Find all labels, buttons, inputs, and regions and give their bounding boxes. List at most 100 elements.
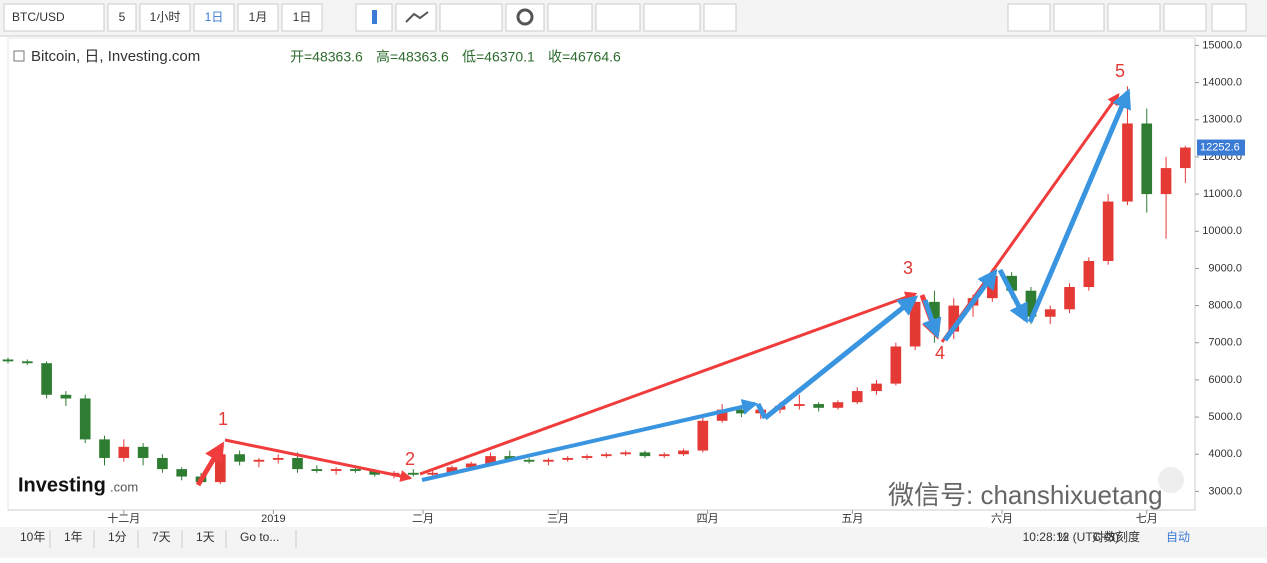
legend-name: Bitcoin, 日, Investing.com <box>31 48 200 65</box>
footer-option[interactable]: 自动 <box>1166 530 1190 544</box>
annotation-number: 1 <box>218 409 228 429</box>
x-tick-label: 2019 <box>261 513 285 525</box>
collapse-icon[interactable] <box>13 50 25 62</box>
timeframe-label: 1月 <box>249 10 268 24</box>
settings-btn[interactable] <box>505 3 545 32</box>
x-tick-label: 七月 <box>1136 512 1158 525</box>
candle-body <box>41 363 52 395</box>
annotation-number: 3 <box>903 258 913 278</box>
legend-ohlc: 收=46764.6 <box>548 49 621 65</box>
watermark: 微信号: chanshixuetang <box>888 480 1163 510</box>
candle-body <box>60 394 72 399</box>
candle-body <box>871 383 882 392</box>
candle-body <box>697 420 709 451</box>
arrow <box>763 295 919 420</box>
camera-btn[interactable] <box>1007 3 1051 32</box>
candle-body <box>214 454 226 483</box>
range-btn[interactable]: 1年 <box>64 530 83 544</box>
candle-body <box>1083 260 1095 288</box>
candle-body <box>794 404 805 406</box>
y-tick-label: 4000.0 <box>1208 448 1242 460</box>
candle-body <box>909 301 921 347</box>
candle-body <box>427 472 438 475</box>
annotation-number: 2 <box>405 449 415 469</box>
compare-btn[interactable] <box>595 3 641 32</box>
y-tick-label: 3000.0 <box>1208 485 1242 497</box>
symbol-box[interactable] <box>3 3 105 32</box>
candle-body <box>1180 147 1191 169</box>
timeframe-btn[interactable] <box>193 3 235 32</box>
candle-body <box>485 456 496 464</box>
candle-body <box>407 472 419 475</box>
alert-btn[interactable] <box>703 3 737 32</box>
timeframe-label: 1小时 <box>150 10 181 24</box>
footer-time: 10:28:12 (UTC+8) <box>1023 530 1119 544</box>
fullscreen-btn[interactable] <box>1211 3 1247 32</box>
candle-body <box>581 456 593 458</box>
candle-body <box>292 457 303 470</box>
arrow <box>419 291 918 476</box>
candle-body <box>1141 123 1153 195</box>
range-btn[interactable]: 10年 <box>20 530 45 544</box>
cloud-btn[interactable] <box>1107 3 1161 32</box>
candle-body <box>851 391 863 403</box>
timeframe-btn[interactable] <box>107 3 137 32</box>
candle-body <box>658 454 670 457</box>
candle-body <box>465 463 477 468</box>
candle-body <box>736 409 747 414</box>
scroll-btn[interactable] <box>1158 467 1184 493</box>
line-btn[interactable] <box>395 3 437 32</box>
y-tick-label: 7000.0 <box>1208 337 1242 349</box>
timeframe-btn[interactable] <box>139 3 191 32</box>
candle-body <box>948 305 960 332</box>
range-btn[interactable]: 1分 <box>108 530 127 544</box>
candle-body <box>716 409 728 421</box>
candle-body <box>678 450 689 455</box>
color-btn[interactable] <box>1053 3 1105 32</box>
arrow <box>421 399 759 482</box>
candle-body <box>311 469 323 471</box>
range-btn[interactable]: 7天 <box>152 530 171 544</box>
annotation-arrows <box>195 88 1131 487</box>
undo-btn[interactable] <box>643 3 701 32</box>
candle-body <box>99 439 110 458</box>
symbol: BTC/USD <box>12 10 65 24</box>
candle-body <box>234 454 245 462</box>
footer-option[interactable]: % <box>1058 530 1069 544</box>
range-btn[interactable]: 1天 <box>196 530 215 544</box>
range-btn[interactable]: Go to... <box>240 530 279 544</box>
timeframe-label: 1日 <box>205 10 224 24</box>
candle-body <box>1102 201 1114 261</box>
candle-body <box>890 346 902 384</box>
timeframe-btn[interactable] <box>237 3 279 32</box>
y-tick-label: 13000.0 <box>1202 114 1242 126</box>
last-price-badge <box>1197 139 1245 156</box>
candle-body <box>118 446 130 458</box>
legend-ohlc: 开=48363.6 <box>290 49 363 65</box>
candle-body <box>446 467 458 473</box>
candle-body <box>639 452 651 457</box>
legend-ohlc: 低=46370.1 <box>462 49 535 65</box>
candle-body <box>137 446 149 458</box>
candle-body <box>1025 290 1037 317</box>
candle-body <box>1044 309 1056 317</box>
candle-body <box>1160 168 1172 195</box>
candle-body <box>157 457 168 470</box>
bar-btn[interactable] <box>439 3 503 32</box>
candle-body <box>543 459 554 462</box>
x-tick-label: 三月 <box>547 513 569 525</box>
candle-body <box>176 469 188 477</box>
candle-body <box>1006 275 1017 291</box>
indicator-btn[interactable] <box>547 3 593 32</box>
candle-body <box>369 470 381 475</box>
timeframe-btn[interactable] <box>281 3 323 32</box>
arrow <box>224 438 413 482</box>
candle-body <box>1122 123 1133 202</box>
upload-btn[interactable] <box>1163 3 1207 32</box>
candle-body <box>523 459 535 462</box>
x-tick-label: 十二月 <box>107 511 140 525</box>
candle-body <box>1064 287 1075 310</box>
candle-body <box>21 361 33 364</box>
footer-option[interactable]: 对数刻度 <box>1092 529 1140 544</box>
